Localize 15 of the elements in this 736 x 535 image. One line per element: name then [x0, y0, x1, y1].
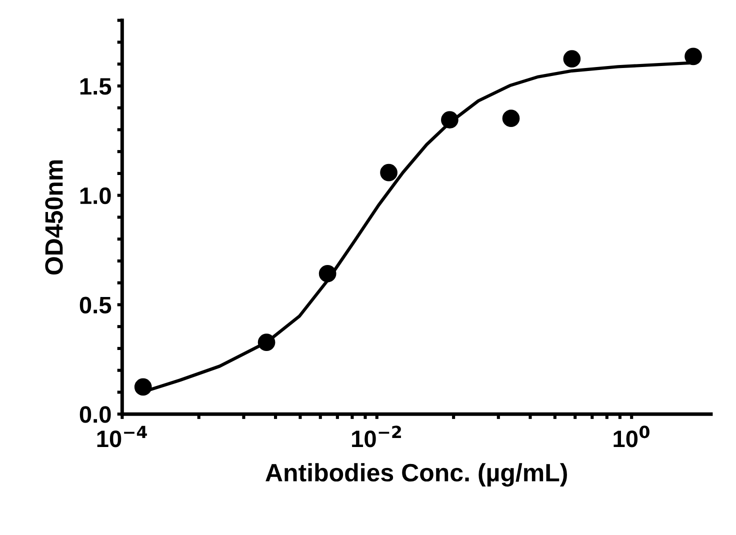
x-tick-label: 10$^{−2}$ [352, 426, 401, 448]
point [258, 334, 276, 352]
point [318, 264, 336, 282]
point [380, 164, 398, 182]
y-tick-label: 0.5 [80, 296, 112, 314]
point [502, 110, 520, 128]
y-tick-label: 1.0 [80, 187, 111, 204]
x-axis-title: Antibodies Conc. (µg/mL) [266, 463, 567, 487]
y-tick-label: 0.0 [80, 406, 111, 423]
x-tick-label: 10$^{−4}$ [97, 426, 147, 448]
point [563, 50, 581, 68]
x-tick-label: 10$^{0}$ [614, 426, 650, 448]
y-axis-title: OD450nm [45, 160, 63, 275]
y-tick-label: 1.5 [80, 78, 112, 95]
point [441, 111, 458, 129]
